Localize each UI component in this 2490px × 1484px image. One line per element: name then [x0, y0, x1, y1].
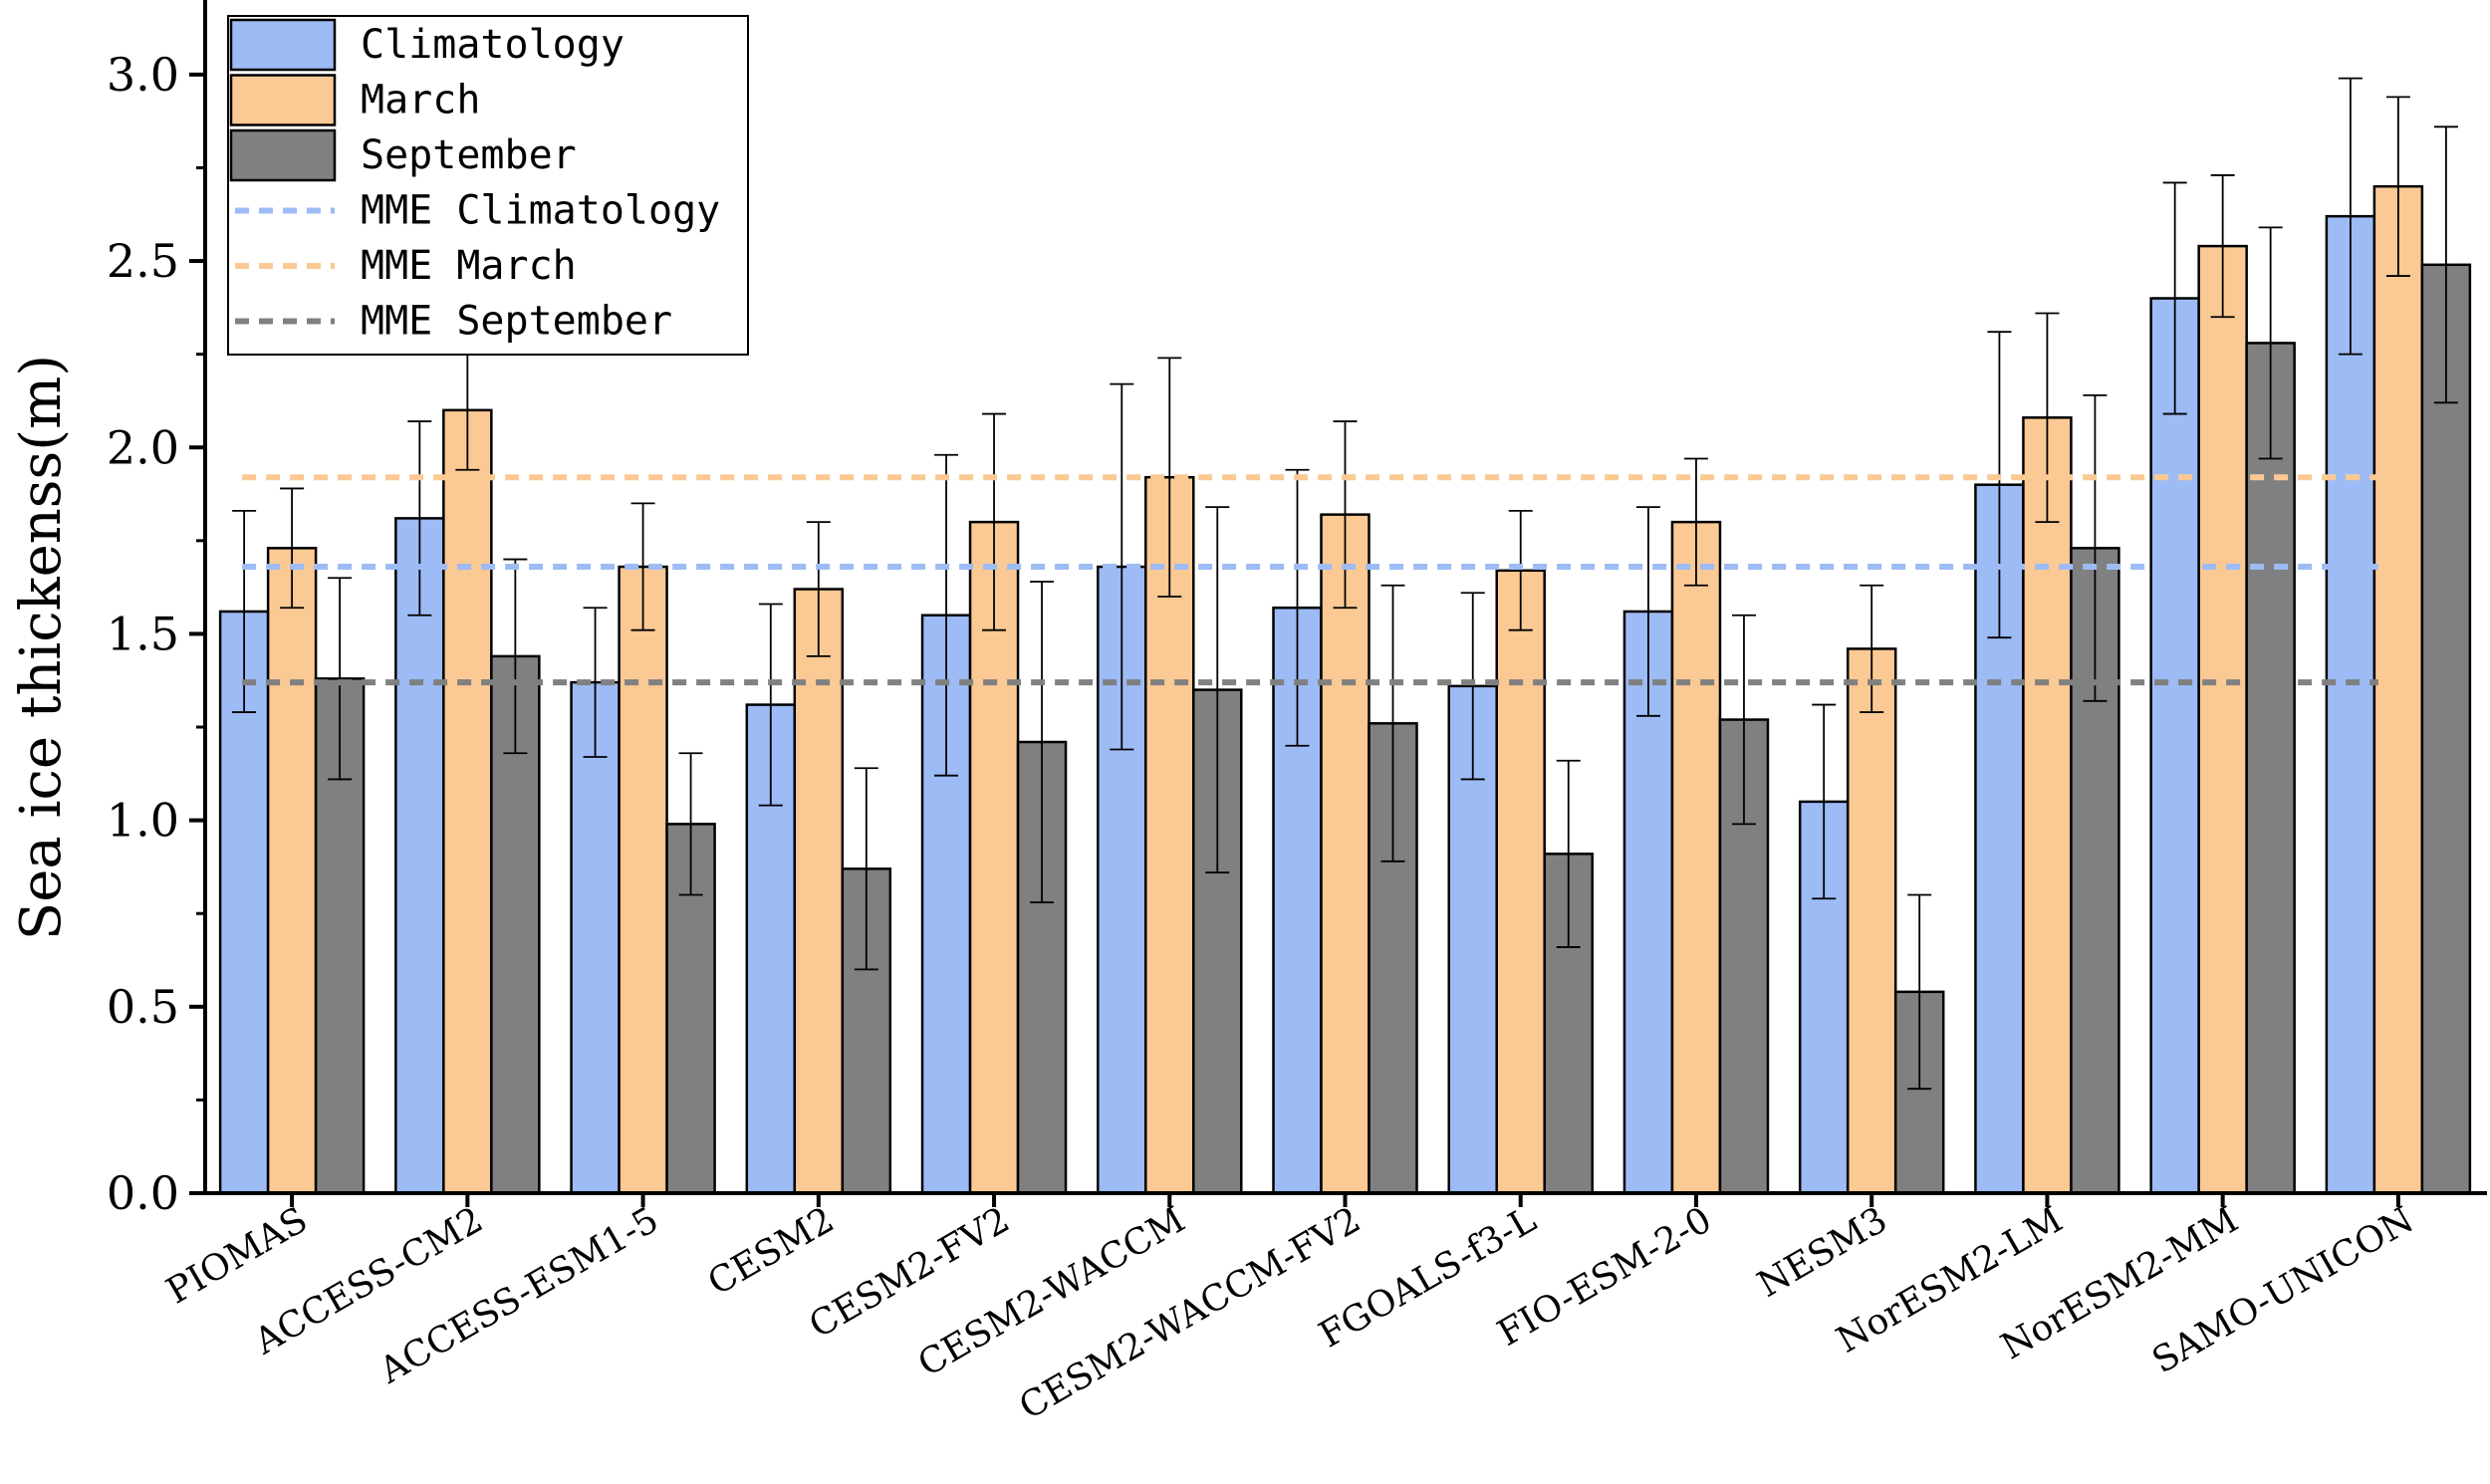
legend-label: Climatology: [361, 22, 624, 68]
bar-march: [2022, 416, 2073, 1195]
legend-label: MME March: [361, 243, 577, 289]
legend-label: MME September: [361, 299, 672, 345]
bar-march: [266, 547, 318, 1195]
legend-swatch-climatology: [229, 18, 337, 72]
y-tick-label: 2.5: [107, 234, 179, 288]
bar-climatology: [2325, 214, 2376, 1195]
x-tick-label: ACCESS-ESM1-5: [373, 1199, 665, 1392]
legend-label: March: [361, 78, 480, 124]
bar-climatology: [394, 517, 445, 1195]
y-axis-label: Sea ice thickenss(m): [9, 355, 74, 940]
legend-swatch-september: [229, 128, 337, 182]
bar-march: [968, 520, 1020, 1195]
y-tick-label: 0.5: [107, 980, 179, 1034]
bar-climatology: [2149, 297, 2200, 1195]
plot-area: [218, 77, 2472, 1195]
bar-september: [2420, 263, 2472, 1195]
legend-swatch-march: [229, 74, 337, 126]
bar-march: [1495, 569, 1546, 1195]
y-tick-label: 0.0: [107, 1166, 179, 1220]
bar-march: [2372, 184, 2424, 1195]
y-tick-label: 2.0: [107, 420, 179, 474]
x-tick-label: PIOMAS: [159, 1199, 314, 1312]
bar-march: [1670, 520, 1722, 1195]
legend-label: September: [361, 132, 577, 178]
legend: Climatology March September MME Climatology…: [227, 15, 749, 356]
x-tick-label: NESM3: [1751, 1199, 1894, 1306]
reference-lines: [242, 474, 2378, 686]
x-tick-label: CESM2: [701, 1199, 841, 1304]
y-tick-label: 1.0: [107, 794, 179, 848]
y-tick-label: 3.0: [107, 48, 179, 102]
y-ticks: 0.0 0.5 1.0 1.5 2.0 2.5 3.0: [107, 48, 205, 1220]
bar-march: [1320, 513, 1370, 1195]
legend-box: [227, 15, 749, 356]
bar-september: [2245, 342, 2296, 1195]
bar-march: [2197, 244, 2248, 1195]
legend-label: MME Climatology: [361, 188, 720, 234]
y-tick-label: 1.5: [107, 607, 179, 660]
bar-march: [442, 408, 493, 1195]
bar-climatology: [570, 680, 621, 1195]
bar-march: [1846, 647, 1897, 1195]
bar-march: [618, 565, 668, 1195]
